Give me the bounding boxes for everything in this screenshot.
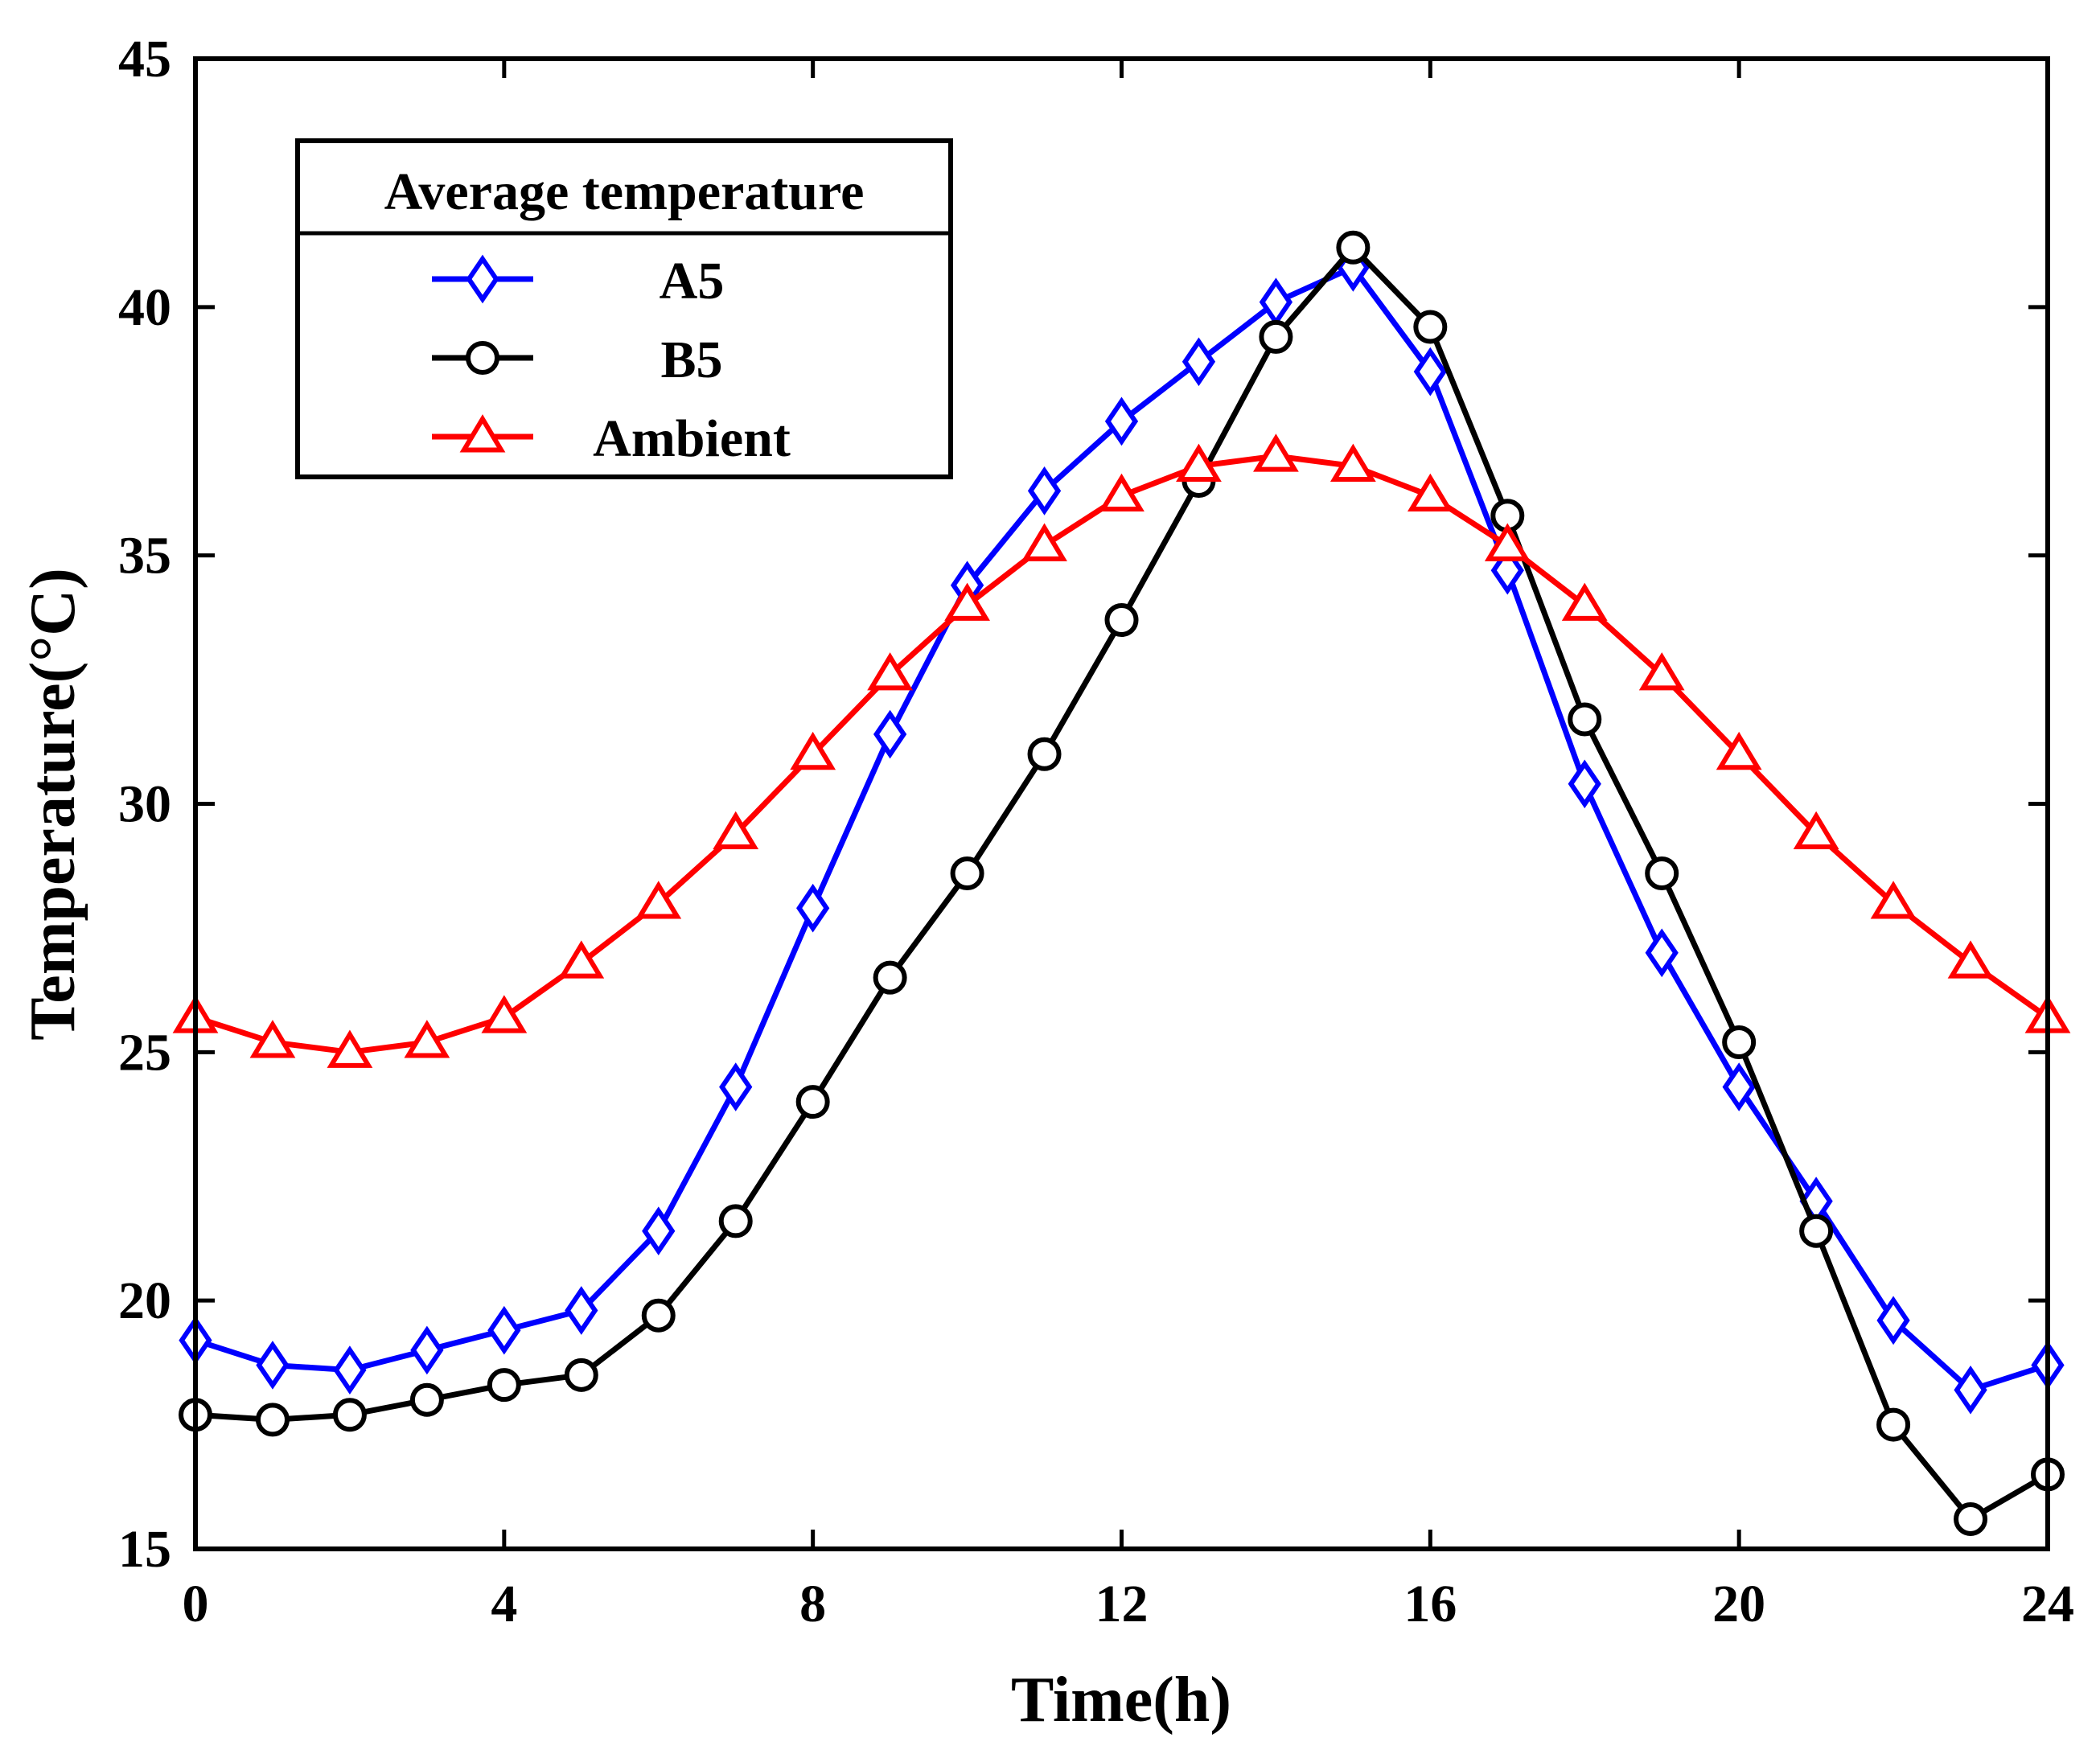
data-point-ambient	[1099, 473, 1145, 512]
data-point-a5	[1876, 1296, 1910, 1345]
data-point-b5	[1259, 319, 1293, 354]
data-point-b5	[1336, 230, 1371, 265]
data-point-a5	[410, 1325, 444, 1375]
data-point-a5	[796, 883, 830, 933]
data-point-a5	[1182, 337, 1216, 387]
x-tick-label: 20	[1712, 1575, 1765, 1633]
data-point-a5	[333, 1345, 367, 1394]
data-point-b5	[1027, 737, 1062, 771]
data-point-ambient	[1407, 473, 1453, 512]
data-point-b5	[1799, 1214, 1834, 1248]
data-point-a5	[1413, 347, 1447, 396]
x-tick-label: 8	[799, 1575, 826, 1633]
y-tick-label: 25	[118, 1023, 171, 1082]
data-point-ambient	[1870, 881, 1917, 919]
legend-item-a5: A5	[432, 252, 724, 310]
data-point-ambient	[635, 881, 682, 919]
data-point-a5	[873, 709, 907, 759]
data-point-ambient	[249, 1020, 296, 1058]
data-point-b5	[1568, 702, 1602, 737]
data-point-a5	[1027, 466, 1062, 515]
y-tick-label: 20	[118, 1271, 171, 1330]
x-tick-label: 4	[491, 1575, 517, 1633]
data-point-ambient	[481, 995, 528, 1033]
data-point-a5	[1954, 1366, 1987, 1415]
y-axis-title: Temperature(°C)	[18, 568, 88, 1040]
data-point-b5	[1722, 1025, 1757, 1059]
x-tick-label: 24	[2021, 1575, 2074, 1633]
data-point-ambient	[1716, 731, 1762, 770]
legend-marker-a5	[466, 254, 499, 304]
y-tick-label: 30	[118, 775, 171, 834]
legend-box	[295, 138, 953, 479]
data-point-ambient	[1329, 443, 1376, 482]
legend-marker-b5	[466, 341, 499, 375]
data-point-b5	[873, 960, 907, 995]
data-point-ambient	[558, 940, 605, 979]
series-layer	[172, 230, 2071, 1536]
x-axis-title: Time(h)	[1011, 1665, 1231, 1735]
legend-label-ambient: Ambient	[593, 409, 791, 468]
data-point-ambient	[1484, 523, 1531, 561]
data-point-b5	[487, 1368, 521, 1403]
data-point-ambient	[1253, 433, 1299, 472]
y-tick-label: 15	[118, 1520, 171, 1579]
y-tick-label: 35	[118, 527, 171, 585]
x-tick-label: 12	[1095, 1575, 1149, 1633]
data-point-ambient	[404, 1020, 450, 1058]
legend-item-ambient: Ambient	[432, 409, 791, 468]
data-point-ambient	[944, 582, 990, 621]
series-line-ambient	[194, 453, 2050, 1055]
data-point-a5	[1104, 396, 1139, 446]
data-point-ambient	[327, 1029, 373, 1068]
data-point-ambient	[1793, 811, 1839, 850]
data-point-b5	[795, 1085, 830, 1119]
x-tick-label: 0	[183, 1575, 209, 1633]
data-point-a5	[1722, 1062, 1756, 1111]
data-point-ambient	[867, 652, 914, 691]
data-point-b5	[641, 1298, 676, 1333]
data-point-ambient	[1947, 940, 1994, 979]
data-point-a5	[487, 1305, 521, 1355]
data-point-ambient	[1638, 652, 1685, 691]
data-point-b5	[1876, 1407, 1911, 1442]
legend-item-b5: B5	[432, 331, 723, 389]
data-point-ambient	[713, 811, 759, 850]
data-point-a5	[1259, 277, 1293, 327]
data-point-b5	[1954, 1501, 1988, 1536]
data-point-b5	[564, 1358, 598, 1392]
legend-title: Average temperature	[384, 162, 865, 221]
ticks-layer: 0 4 8 12 16 20 24 15 20 25 30 35 40 45	[118, 30, 2074, 1633]
data-point-b5	[409, 1382, 444, 1417]
data-point-b5	[950, 856, 984, 890]
data-point-a5	[565, 1286, 598, 1335]
legend-marker-ambient	[459, 414, 506, 453]
data-point-ambient	[790, 731, 836, 770]
data-point-a5	[642, 1206, 676, 1256]
data-point-ambient	[1176, 443, 1222, 482]
data-point-b5	[255, 1403, 290, 1437]
y-tick-label: 40	[118, 278, 171, 337]
data-point-a5	[1645, 928, 1679, 978]
data-point-ambient	[1561, 582, 1608, 621]
data-point-b5	[1413, 310, 1448, 344]
legend-entries: A5 B5 Ambient	[432, 252, 791, 468]
data-point-b5	[332, 1398, 367, 1432]
data-point-b5	[1645, 856, 1679, 890]
legend-label-a5: A5	[660, 252, 725, 310]
x-tick-label: 16	[1403, 1575, 1457, 1633]
legend-label-b5: B5	[660, 331, 722, 389]
data-point-a5	[256, 1341, 290, 1390]
data-point-a5	[1568, 759, 1601, 809]
data-point-ambient	[1021, 523, 1067, 561]
data-point-b5	[1104, 602, 1139, 637]
data-point-b5	[718, 1204, 753, 1238]
data-point-a5	[719, 1062, 753, 1111]
legend: Average temperature A5 B5 Ambient	[295, 138, 953, 479]
y-tick-label: 45	[118, 30, 171, 88]
series-ambient	[172, 433, 2071, 1068]
